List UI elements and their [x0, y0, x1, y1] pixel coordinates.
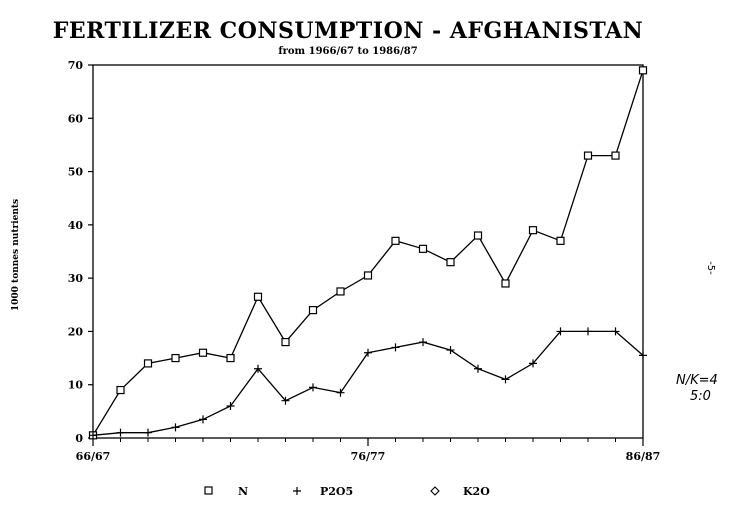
data-point-n — [391, 236, 400, 245]
data-point-n — [556, 236, 565, 245]
data-point-n — [418, 244, 428, 253]
margin-note-line-1: N/K=4 — [676, 373, 718, 388]
data-point-p2o5 — [144, 428, 152, 437]
chart-subtitle: from 1966/67 to 1986/87 — [278, 46, 417, 57]
data-point-n — [336, 287, 345, 296]
legend-label-p2o5: P2O5 — [320, 485, 353, 498]
data-point-p2o5 — [199, 415, 207, 424]
y-tick-label: 60 — [68, 112, 84, 125]
data-point-p2o5 — [226, 402, 235, 411]
data-point-p2o5 — [336, 388, 345, 397]
y-axis-ticks: 0 10 20 30 40 50 60 70 — [68, 59, 93, 445]
chart-title: FERTILIZER CONSUMPTION - AFGHANISTAN — [53, 18, 644, 44]
series-layer — [88, 66, 648, 440]
series-p2o5 — [89, 327, 647, 440]
data-point-p2o5 — [116, 428, 125, 437]
data-point-n — [528, 226, 538, 235]
data-point-n — [116, 385, 125, 395]
legend-plus-marker — [293, 487, 301, 495]
plot-area — [92, 64, 644, 439]
x-axis-ticks: 66/67 76/77 86/87 — [76, 438, 661, 463]
data-point-p2o5 — [611, 327, 620, 336]
plot-border — [92, 64, 644, 439]
data-point-p2o5 — [309, 383, 317, 392]
y-tick-label: 70 — [68, 59, 84, 72]
data-point-n — [143, 359, 153, 368]
handwritten-note: N/K=4 5:0 — [676, 373, 718, 404]
x-tick-label: 76/77 — [351, 450, 386, 463]
data-point-p2o5 — [254, 364, 262, 373]
data-point-p2o5 — [419, 338, 427, 347]
data-point-p2o5 — [474, 364, 482, 373]
legend-entry-p2o5: P2O5 — [293, 485, 353, 498]
series-line-n — [92, 70, 644, 436]
y-tick-label: 10 — [68, 379, 84, 392]
data-point-n — [226, 353, 235, 363]
data-point-p2o5 — [556, 327, 565, 336]
legend: N P2O5 K2O — [204, 485, 490, 498]
legend-entry-n: N — [204, 485, 248, 498]
data-point-n — [611, 151, 620, 160]
legend-label-n: N — [238, 485, 248, 498]
data-point-n — [363, 271, 373, 280]
y-tick-label: 0 — [75, 432, 83, 445]
margin-note-line-2: 5:0 — [690, 389, 711, 404]
data-point-p2o5 — [281, 396, 290, 405]
legend-diamond-marker — [430, 486, 440, 496]
data-point-n — [473, 231, 483, 240]
legend-square-marker — [204, 486, 213, 495]
y-tick-label: 40 — [68, 219, 84, 232]
data-point-p2o5 — [446, 346, 455, 355]
data-point-n — [281, 337, 290, 347]
y-axis-label: 1000 tonnes nutrients — [11, 199, 21, 311]
data-point-n — [446, 258, 455, 267]
data-point-n — [638, 66, 648, 75]
x-tick-label: 66/67 — [76, 450, 111, 463]
legend-entry-k2o: K2O — [430, 485, 490, 498]
page-marker: -5- — [705, 261, 716, 275]
series-n — [88, 66, 648, 440]
y-tick-label: 20 — [68, 325, 84, 338]
data-point-n — [308, 306, 318, 315]
data-point-p2o5 — [171, 423, 180, 432]
legend-label-k2o: K2O — [463, 485, 490, 498]
data-point-p2o5 — [639, 351, 647, 360]
data-point-n — [198, 348, 208, 357]
data-point-n — [253, 292, 263, 301]
x-tick-label: 86/87 — [626, 450, 661, 463]
data-point-n — [171, 353, 180, 363]
data-point-p2o5 — [584, 327, 592, 336]
data-point-p2o5 — [501, 375, 510, 384]
y-tick-label: 30 — [68, 272, 84, 285]
data-point-p2o5 — [391, 343, 400, 352]
data-point-p2o5 — [89, 431, 97, 440]
data-point-n — [501, 279, 510, 288]
data-point-n — [583, 151, 593, 160]
series-line-p2o5 — [92, 330, 644, 436]
data-point-p2o5 — [364, 348, 372, 357]
y-tick-label: 50 — [68, 166, 84, 179]
data-point-p2o5 — [529, 359, 537, 368]
